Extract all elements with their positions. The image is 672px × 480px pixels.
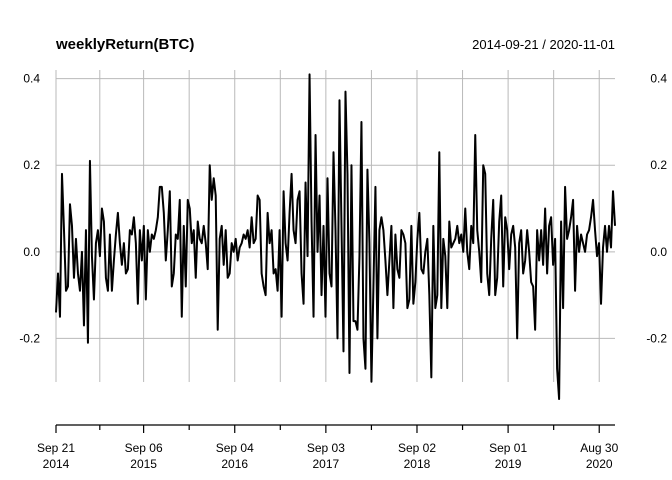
- y-tick-label-right: 0.4: [650, 72, 667, 86]
- y-tick-label-right: 0.0: [650, 245, 667, 259]
- x-tick-label: Sep 04: [216, 441, 254, 455]
- x-tick-label: Sep 01: [489, 441, 527, 455]
- y-axis-right: 0.4 0.2 0.0 -0.2: [646, 72, 667, 346]
- x-tick-year: 2017: [313, 457, 340, 471]
- x-tick-year: 2019: [495, 457, 522, 471]
- y-tick-label-left: -0.2: [19, 331, 40, 345]
- x-tick-year: 2015: [130, 457, 157, 471]
- y-tick-label-left: 0.4: [23, 72, 40, 86]
- x-tick-label: Sep 02: [398, 441, 436, 455]
- x-tick-label: Sep 03: [307, 441, 345, 455]
- y-tick-label-left: 0.2: [23, 158, 40, 172]
- x-tick-label: Aug 30: [580, 441, 618, 455]
- x-tick-year: 2018: [404, 457, 431, 471]
- x-axis: Sep 21 2014 Sep 06 2015 Sep 04 2016 Sep 03 2017…: [37, 424, 619, 471]
- x-tick-year: 2014: [43, 457, 70, 471]
- chart-title: weeklyReturn(BTC): [55, 36, 194, 53]
- x-tick-label: Sep 21: [37, 441, 75, 455]
- x-tick-year: 2020: [586, 457, 613, 471]
- y-axis-left: 0.4 0.2 0.0 -0.2: [19, 72, 40, 346]
- date-range-label: 2014-09-21 / 2020-11-01: [472, 37, 615, 52]
- x-tick-year: 2016: [221, 457, 248, 471]
- series-layer: [55, 73, 616, 401]
- y-tick-label-right: -0.2: [646, 331, 667, 345]
- y-tick-label-right: 0.2: [650, 158, 667, 172]
- y-tick-label-left: 0.0: [23, 245, 40, 259]
- weekly-return-series-line: [55, 73, 616, 401]
- x-tick-label: Sep 06: [125, 441, 163, 455]
